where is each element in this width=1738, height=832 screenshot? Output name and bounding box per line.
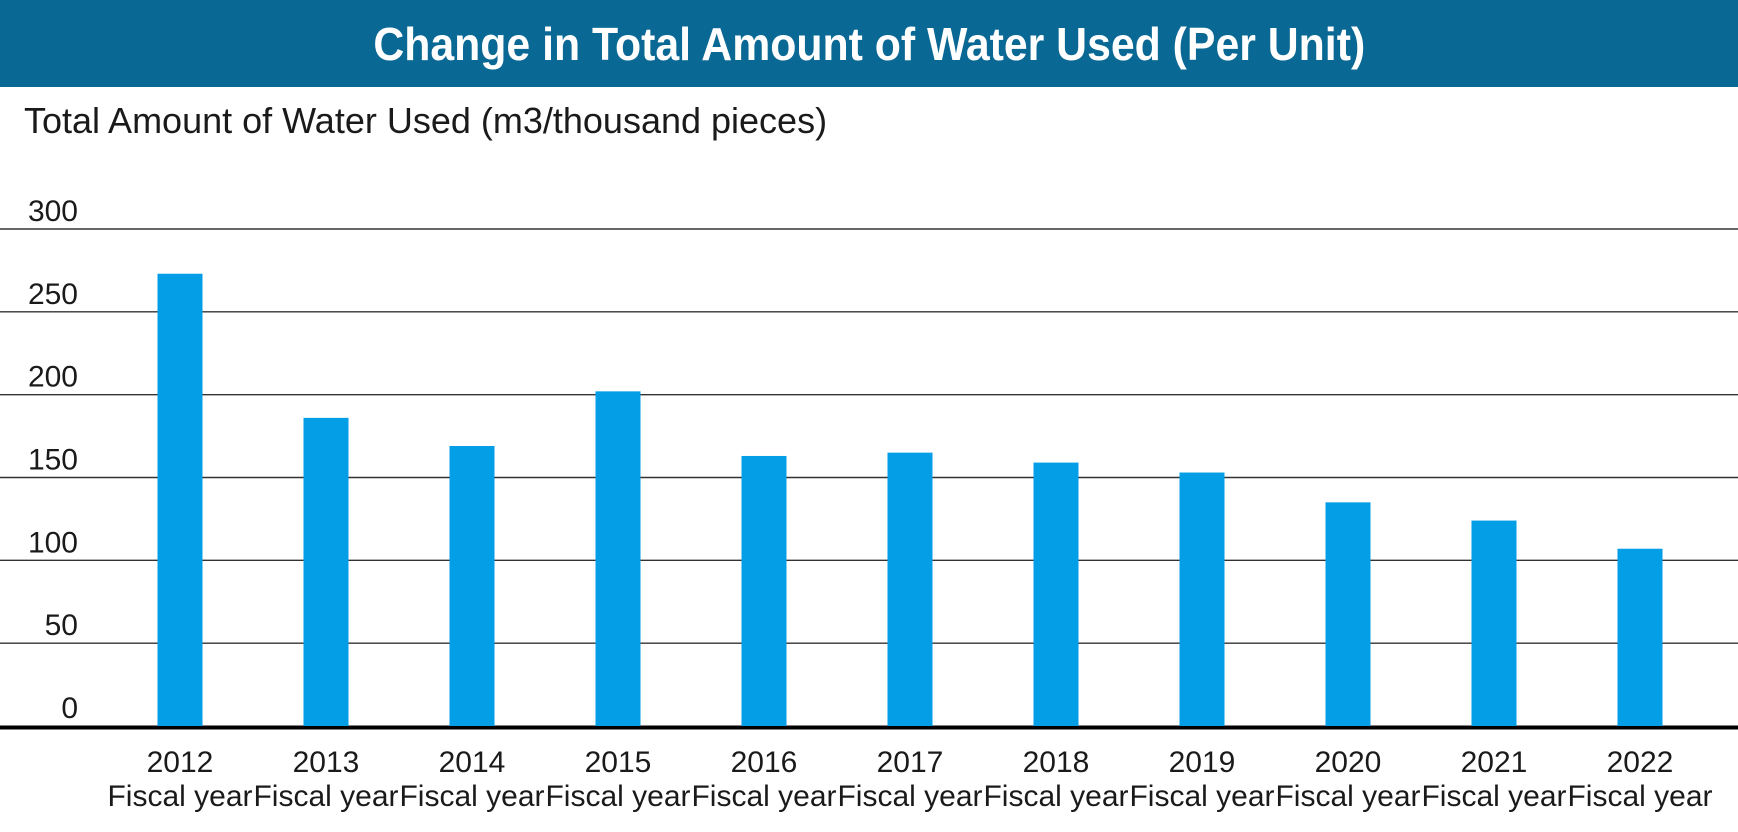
bar-2021: [1471, 520, 1517, 726]
x-tick-label-2021: 2021 Fiscal year: [1421, 746, 1566, 813]
x-tick-label-2020: 2020 Fiscal year: [1275, 746, 1420, 813]
bar-2016: [741, 455, 787, 726]
bar-2014: [449, 446, 495, 726]
y-axis-ticks: 0 50 100 150 200 250 300: [28, 195, 78, 725]
x-tick-label-2014: 2014 Fiscal year: [399, 746, 544, 813]
bar-2013: [303, 417, 349, 726]
y-tick-label-50: 50: [45, 609, 78, 642]
y-axis-label: Total Amount of Water Used (m3/thousand …: [24, 100, 827, 141]
bar-2020: [1325, 502, 1371, 726]
x-tick-label-2012: 2012 Fiscal year: [107, 746, 252, 813]
x-tick-label-2016: 2016 Fiscal year: [691, 746, 836, 813]
bar-2012: [157, 273, 203, 726]
x-tick-label-2013: 2013 Fiscal year: [253, 746, 398, 813]
grid-lines: [0, 228, 1738, 730]
x-tick-label-2015: 2015 Fiscal year: [545, 746, 690, 813]
chart-title: Change in Total Amount of Water Used (Pe…: [373, 17, 1365, 70]
x-tick-label-2018: 2018 Fiscal year: [983, 746, 1128, 813]
x-tick-label-2017: 2017 Fiscal year: [837, 746, 982, 813]
y-tick-label-250: 250: [28, 278, 78, 311]
y-tick-label-300: 300: [28, 195, 78, 228]
x-tick-label-2022: 2022 Fiscal year: [1567, 746, 1712, 813]
bars: [157, 273, 1663, 726]
bar-2018: [1033, 462, 1079, 726]
bar-2022: [1617, 548, 1663, 726]
bar-2017: [887, 452, 933, 726]
bar-chart: Total Amount of Water Used (m3/thousand …: [0, 100, 1738, 813]
chart-title-bar: Change in Total Amount of Water Used (Pe…: [0, 0, 1738, 87]
x-tick-label-2019: 2019 Fiscal year: [1129, 746, 1274, 813]
y-tick-label-200: 200: [28, 361, 78, 394]
bar-2019: [1179, 472, 1225, 726]
y-tick-label-0: 0: [61, 692, 78, 725]
y-tick-label-100: 100: [28, 526, 78, 559]
y-tick-label-150: 150: [28, 444, 78, 477]
bar-2015: [595, 391, 641, 726]
